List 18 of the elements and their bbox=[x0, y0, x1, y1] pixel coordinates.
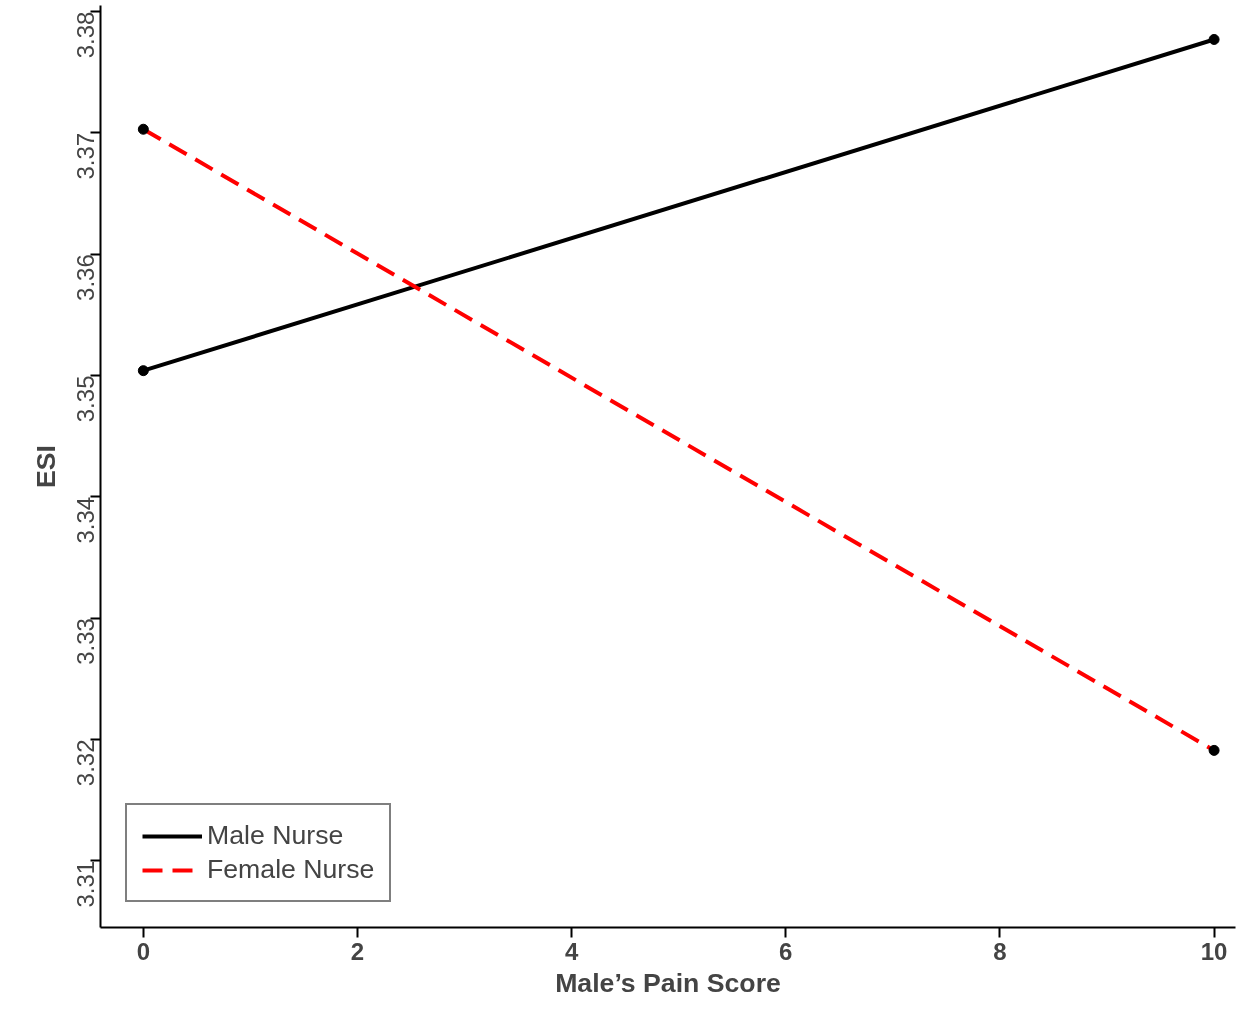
y-tick-label: 3.34 bbox=[72, 496, 99, 544]
x-tick-label: 6 bbox=[779, 937, 793, 965]
y-tick-label: 3.35 bbox=[72, 375, 99, 423]
y-tick-label: 3.36 bbox=[72, 254, 99, 301]
legend-label: Female Nurse bbox=[207, 854, 375, 885]
x-tick-label: 0 bbox=[136, 937, 151, 965]
y-tick-label: 3.31 bbox=[72, 860, 99, 908]
y-tick-label: 3.32 bbox=[72, 739, 99, 787]
x-tick-label: 8 bbox=[993, 937, 1007, 965]
x-tick-label: 2 bbox=[350, 937, 365, 965]
y-tick-label: 3.38 bbox=[72, 11, 99, 59]
x-tick-label: 10 bbox=[1200, 937, 1228, 965]
legend-label: Male Nurse bbox=[207, 820, 344, 851]
y-tick-label: 3.33 bbox=[72, 618, 99, 665]
y-axis-title: ESI bbox=[30, 445, 61, 488]
y-tick-label: 3.37 bbox=[72, 132, 99, 180]
x-axis-title: Male’s Pain Score bbox=[555, 967, 781, 998]
x-tick-label: 4 bbox=[564, 937, 579, 965]
